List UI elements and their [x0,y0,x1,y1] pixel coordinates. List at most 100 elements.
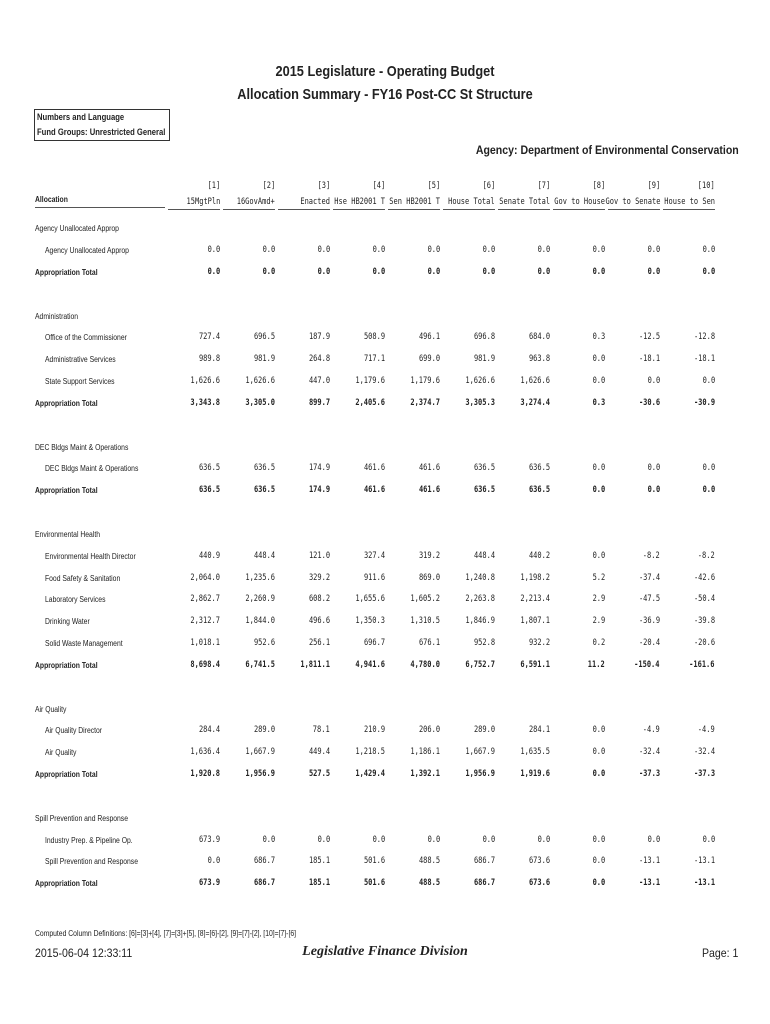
total-cell: 2,405.6 [355,397,385,408]
total-label: Appropriation Total [35,267,98,277]
total-cell: 1,920.8 [190,768,220,779]
cell: 440.9 [198,550,220,561]
column-number: [7] [537,181,550,191]
cell: 0.0 [647,834,660,845]
cell: 0.0 [427,834,440,845]
filter-box: Numbers and Language Fund Groups: Unrest… [34,109,170,141]
total-cell: 461.6 [418,485,440,495]
cell: 696.8 [473,332,495,343]
header-rule [168,209,220,210]
cell: 447.0 [308,375,330,386]
total-cell: -150.4 [634,659,660,670]
cell: 0.2 [592,637,605,648]
header-rule [388,209,440,210]
total-cell: 8,698.4 [190,659,220,670]
cell: 0.0 [592,834,605,845]
cell: 0.0 [702,463,715,474]
cell: 256.1 [308,637,330,648]
cell: 0.0 [537,834,550,845]
column-name: 15MgtPln [186,197,220,207]
cell: 0.0 [647,463,660,474]
cell: 508.9 [363,332,385,343]
cell: 0.0 [317,244,330,255]
cell: -13.1 [638,856,660,867]
cell: -32.4 [693,747,715,757]
column-name: House Total [448,197,495,207]
cell: 2,260.9 [245,594,275,605]
cell: 686.7 [253,856,275,867]
cell: -4.9 [643,725,660,736]
cell: 284.1 [528,725,550,736]
header-rule [663,209,715,210]
cell: 869.0 [418,572,440,583]
cell: -4.9 [698,725,715,736]
total-cell: 4,780.0 [410,659,440,670]
total-label: Appropriation Total [35,398,98,408]
cell: 174.9 [308,463,330,474]
total-cell: 686.7 [473,878,495,888]
cell: 496.6 [308,616,330,626]
column-name: 16GovAmd+ [236,197,275,207]
section-name: Administration [35,311,79,321]
cell: 2,213.4 [520,594,550,605]
cell: -36.9 [638,616,660,626]
column-number: [8] [592,181,605,191]
cell: -20.4 [638,637,660,648]
cell: 0.0 [647,244,660,255]
cell: 448.4 [253,550,275,561]
total-cell: 1,956.9 [465,768,495,779]
total-cell: 3,305.0 [245,397,275,408]
cell: -47.5 [638,594,660,605]
total-cell: 0.0 [372,266,385,277]
cell: 0.0 [592,244,605,255]
cell: 289.0 [473,725,495,736]
cell: 684.0 [528,332,550,343]
cell: 0.0 [647,375,660,386]
row-label: Air Quality Director [45,726,103,736]
column-name: Senate Total [499,197,550,207]
total-cell: 636.5 [528,485,550,495]
total-cell: -30.9 [693,397,715,408]
cell: 284.4 [198,725,220,736]
cell: -13.1 [693,856,715,867]
total-cell: 6,741.5 [245,659,275,670]
column-name: Sen HB2001 T [389,197,440,207]
total-cell: 0.0 [702,485,715,495]
cell: 696.7 [363,637,385,648]
cell: 699.0 [418,354,440,364]
cell: 0.0 [592,747,605,757]
cell: 636.5 [473,463,495,474]
cell: 0.0 [262,834,275,845]
timestamp: 2015-06-04 12:33:11 [35,946,133,960]
total-cell: 527.5 [308,768,330,779]
column-name: Gov to House [554,197,605,207]
total-cell: 899.7 [308,397,330,408]
section-name: Air Quality [35,704,67,714]
total-cell: 0.0 [427,266,440,277]
cell: 0.0 [592,354,605,364]
total-cell: 174.9 [308,485,330,495]
cell: 210.9 [363,725,385,736]
agency: Agency: Department of Environmental Cons… [476,143,739,157]
cell: 449.4 [308,747,330,757]
total-cell: 488.5 [418,878,440,888]
total-cell: 3,274.4 [520,397,550,408]
total-cell: -30.6 [638,397,660,408]
cell: 989.8 [198,354,220,364]
definitions: Computed Column Definitions: [6]=[3]+[4]… [35,929,297,938]
total-label: Appropriation Total [35,879,98,888]
total-cell: 0.0 [592,266,605,277]
cell: 0.0 [482,834,495,845]
cell: 0.0 [427,244,440,255]
cell: 187.9 [308,332,330,343]
header-rule [278,209,330,210]
row-label: State Support Services [45,376,115,386]
cell: 0.0 [317,834,330,845]
total-cell: 3,343.8 [190,397,220,408]
cell: 0.0 [592,856,605,867]
cell: 448.4 [473,550,495,561]
row-label: Office of the Commissioner [45,333,127,343]
row-label: Administrative Services [45,355,116,364]
cell: 1,846.9 [465,616,495,626]
